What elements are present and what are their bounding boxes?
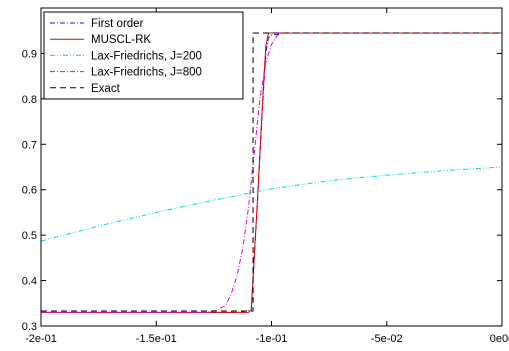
y-tick-label: 0.3 [22,321,37,333]
legend-label-lax-friedrichs-j-800: Lax-Friedrichs, J=800 [91,67,202,79]
x-tick-label: -2e-01 [25,333,57,345]
series-line-muscl-rk [41,32,502,313]
y-tick-label: 0.5 [22,230,37,242]
y-tick-label: 0.8 [22,94,37,106]
y-tick-label: 0.7 [22,139,37,151]
x-tick-label: -1e-01 [256,333,288,345]
y-tick-label: 0.9 [22,48,37,60]
legend-label-exact: Exact [91,83,121,95]
series-line-exact [41,32,502,312]
x-tick-label: -5e-02 [371,333,403,345]
series-line-lax-friedrichs-j-200 [40,166,503,242]
x-tick-label: -1.5e-01 [136,333,177,345]
legend-label-muscl-rk: MUSCL-RK [91,34,151,46]
y-tick-label: 0.6 [22,185,37,197]
legend-label-lax-friedrichs-j-200: Lax-Friedrichs, J=200 [91,50,202,62]
legend-label-first-order: First order [91,18,144,30]
plot-area [40,32,503,313]
y-tick-label: 0.4 [22,276,37,288]
legend: First order MUSCL-RK Lax-Friedrichs, J=200… [43,11,244,100]
